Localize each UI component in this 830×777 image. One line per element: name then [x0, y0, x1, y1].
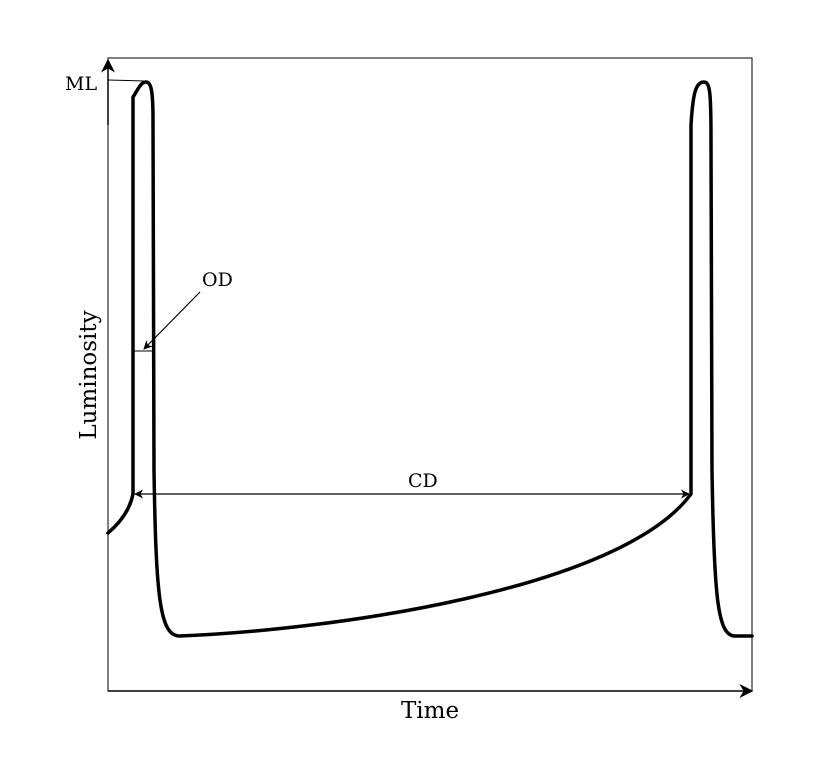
luminosity-curve [106, 80, 754, 638]
y-axis-label: Luminosity [76, 310, 102, 439]
od-label: OD [202, 269, 233, 291]
x-axis-label: Time [401, 698, 459, 724]
cd-label: CD [408, 470, 438, 492]
ml-leader [107, 79, 145, 82]
ml-label: ML [65, 73, 97, 95]
od-pointer-arrow [143, 291, 201, 350]
plot-frame [107, 57, 753, 692]
